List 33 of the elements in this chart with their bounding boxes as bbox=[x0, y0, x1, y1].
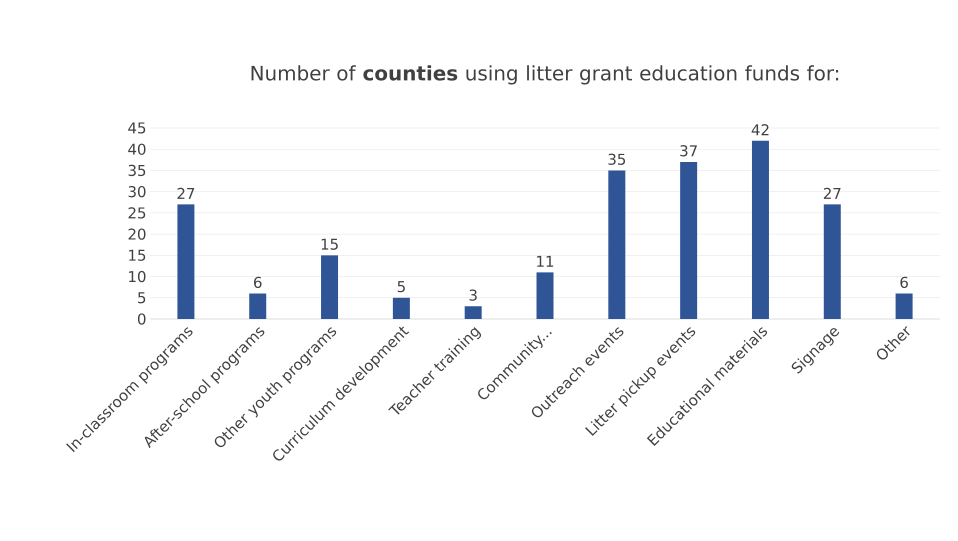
y-tick-label: 40 bbox=[128, 144, 146, 155]
bar bbox=[752, 140, 769, 319]
y-tick-label: 0 bbox=[138, 313, 146, 325]
bar bbox=[896, 294, 913, 319]
data-label: 27 bbox=[824, 188, 841, 199]
data-label: 27 bbox=[177, 188, 194, 199]
chart-title: Number of counties using litter grant education funds for: bbox=[252, 65, 838, 84]
data-label: 42 bbox=[752, 124, 768, 136]
bar bbox=[321, 255, 338, 319]
y-tick-label: 20 bbox=[128, 228, 146, 240]
y-tick-label: 5 bbox=[138, 292, 146, 304]
y-tick-label: 25 bbox=[128, 207, 146, 219]
bar bbox=[680, 162, 698, 319]
y-tick-label: 10 bbox=[129, 270, 146, 282]
data-label: 3 bbox=[470, 289, 477, 301]
data-label: 6 bbox=[900, 276, 908, 288]
bar bbox=[824, 204, 841, 319]
y-tick-label: 35 bbox=[128, 164, 146, 176]
data-label: 6 bbox=[254, 276, 262, 288]
data-label: 15 bbox=[322, 238, 338, 250]
y-tick-label: 30 bbox=[128, 186, 146, 198]
data-label: 37 bbox=[680, 145, 697, 156]
bar bbox=[249, 294, 266, 319]
bar bbox=[536, 272, 554, 319]
data-label: 5 bbox=[398, 281, 405, 292]
y-tick-label: 45 bbox=[128, 122, 146, 134]
y-tick-label: 15 bbox=[129, 250, 146, 261]
bar bbox=[177, 204, 194, 319]
bar bbox=[608, 170, 626, 319]
bar bbox=[464, 306, 482, 319]
data-label: 35 bbox=[608, 154, 626, 165]
bar bbox=[392, 298, 410, 319]
data-label: 11 bbox=[537, 256, 554, 267]
